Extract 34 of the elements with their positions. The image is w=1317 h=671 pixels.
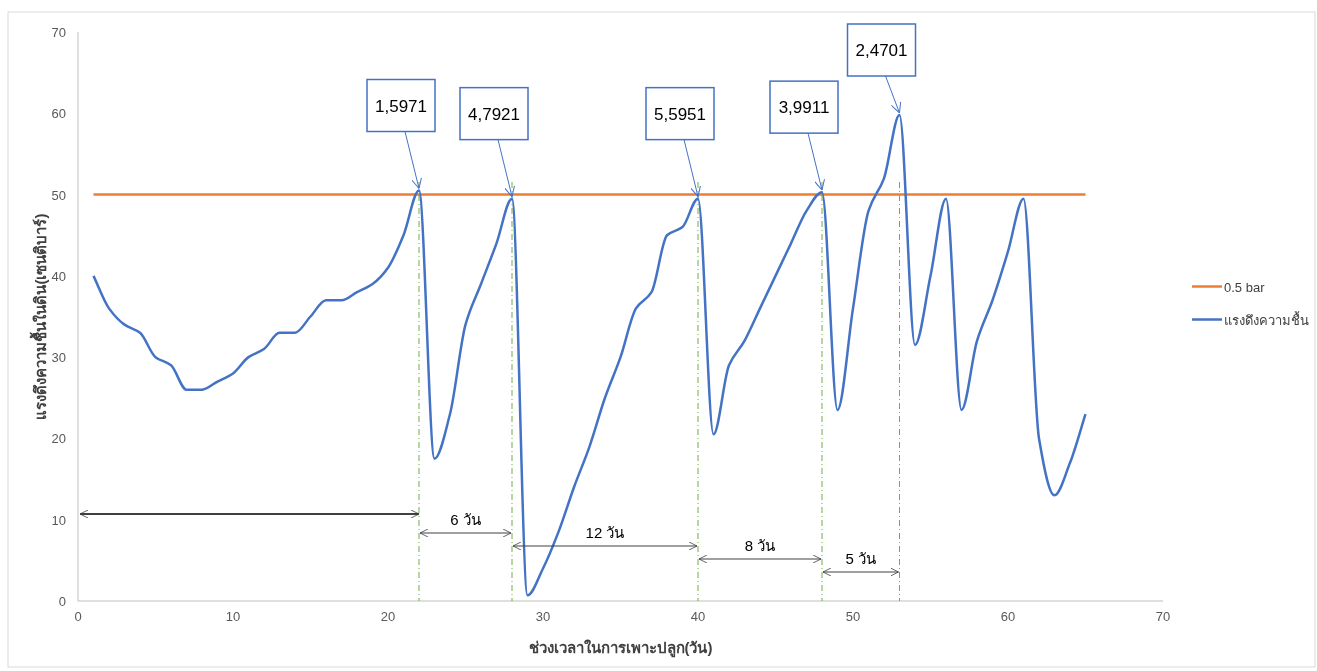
annotation: 1,5971: [375, 96, 427, 116]
callout: 4,7921: [459, 86, 529, 198]
y-tick-label: 0: [58, 594, 66, 609]
annotation: 4,7921: [468, 104, 520, 124]
y-tick-label: 70: [51, 25, 66, 40]
annotation: 12 วัน: [585, 524, 625, 541]
y-tick-label: 60: [51, 106, 66, 122]
x-axis-title: ช่วงเวลาในการเพาะปลูก(วัน): [528, 639, 713, 658]
y-tick-label: 10: [51, 512, 66, 528]
callout: 3,9911: [769, 80, 839, 191]
annotation: 8 วัน: [744, 537, 776, 554]
annotation: 5 วัน: [845, 550, 877, 567]
y-tick-label: 20: [51, 431, 66, 447]
x-tick-label: 0: [74, 609, 82, 624]
callout: 2,4701: [846, 23, 917, 114]
x-tick-label: 60: [1000, 609, 1016, 624]
annotation: 6 วัน: [450, 511, 481, 528]
x-tick-label: 20: [380, 609, 396, 624]
y-tick-label: 50: [51, 187, 66, 203]
callout: 1,5971: [366, 78, 436, 189]
x-tick-label: 10: [225, 609, 241, 624]
y-axis-title: แรงดึงความชื้นในดิน(เซนติบาร์): [29, 213, 49, 420]
annotation: 5,5951: [654, 104, 706, 124]
x-tick-label: 50: [845, 609, 861, 624]
x-tick-label: 30: [535, 609, 551, 624]
y-tick-label: 30: [51, 350, 66, 366]
x-tick-label: 40: [690, 609, 706, 624]
legend-label: แรงดึงความชื้น: [1224, 310, 1309, 328]
annotation: 3,9911: [778, 98, 830, 118]
annotation: 2,4701: [855, 41, 908, 60]
legend-label: 0.5 bar: [1224, 279, 1266, 295]
y-tick-label: 40: [51, 268, 66, 284]
x-tick-label: 70: [1155, 609, 1171, 624]
callout: 5,5951: [645, 86, 715, 198]
